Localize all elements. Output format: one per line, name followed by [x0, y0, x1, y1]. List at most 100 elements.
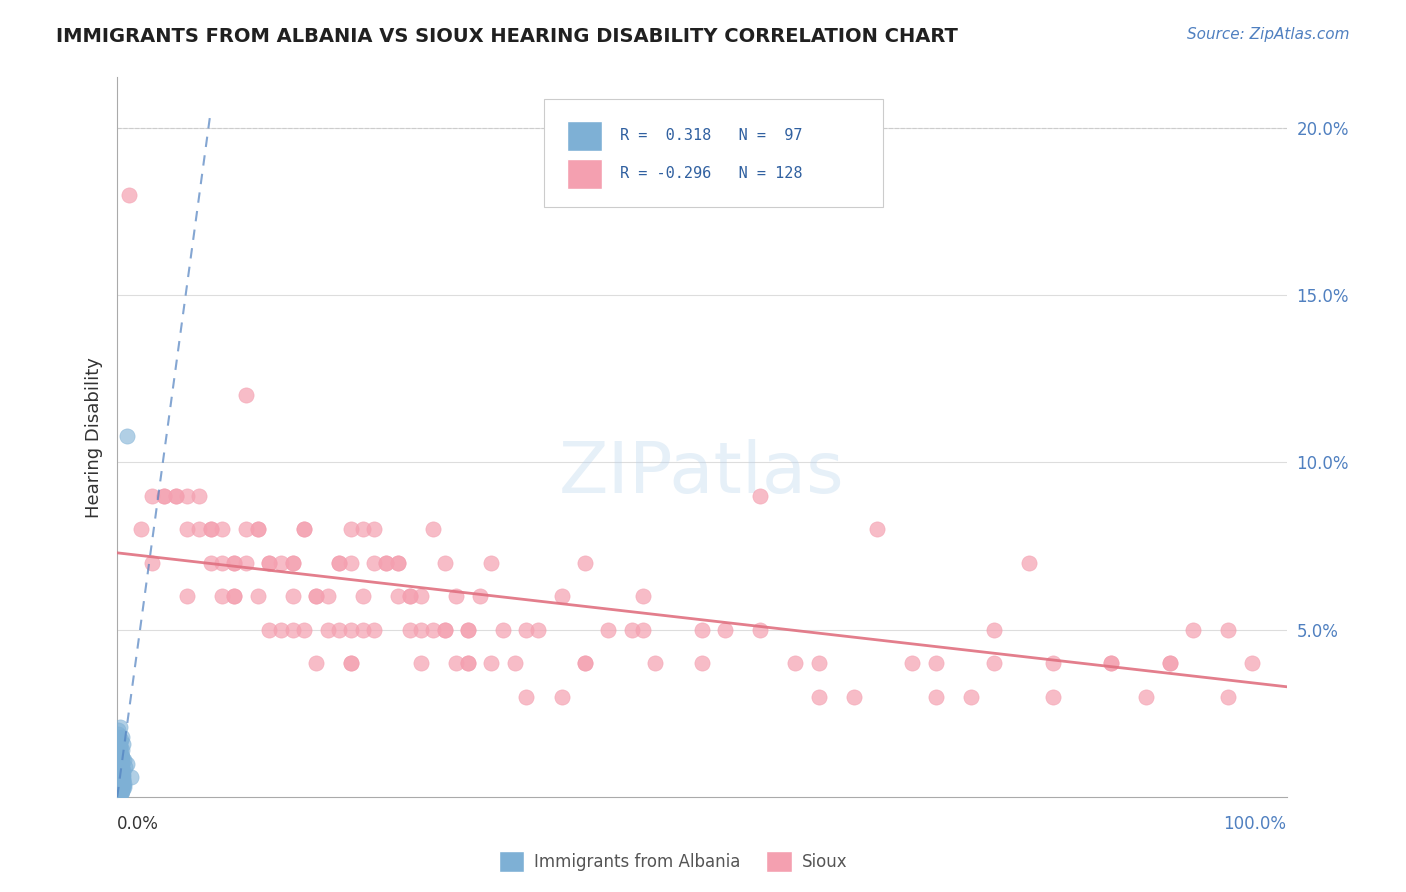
Point	[111, 783, 134, 797]
Point	[281, 590, 304, 604]
Point	[446, 657, 468, 671]
Point	[422, 623, 444, 637]
Point	[292, 522, 315, 536]
Point	[176, 522, 198, 536]
Point	[108, 777, 131, 791]
Point	[1240, 657, 1263, 671]
Point	[481, 556, 503, 570]
Point	[107, 726, 129, 740]
Point	[1159, 657, 1181, 671]
Point	[398, 590, 420, 604]
Point	[224, 590, 246, 604]
Point	[111, 773, 134, 788]
Point	[305, 590, 328, 604]
Point	[200, 522, 222, 536]
Point	[352, 623, 374, 637]
Point	[110, 760, 132, 774]
Point	[270, 556, 292, 570]
Text: Immigrants from Albania: Immigrants from Albania	[534, 853, 741, 871]
Point	[111, 764, 134, 778]
Point	[107, 760, 129, 774]
Point	[305, 590, 328, 604]
Point	[112, 766, 135, 780]
Point	[165, 489, 187, 503]
Point	[108, 780, 131, 794]
Point	[211, 590, 233, 604]
Point	[107, 764, 129, 778]
Point	[1042, 657, 1064, 671]
Point	[108, 750, 131, 764]
Point	[111, 770, 134, 784]
Point	[108, 783, 131, 797]
Point	[224, 590, 246, 604]
Point	[111, 780, 134, 794]
Point	[352, 590, 374, 604]
Point	[110, 783, 132, 797]
Point	[115, 756, 138, 771]
Point	[375, 556, 398, 570]
Text: Sioux: Sioux	[801, 853, 846, 871]
Point	[110, 766, 132, 780]
Point	[305, 657, 328, 671]
Point	[129, 522, 152, 536]
Point	[690, 657, 713, 671]
Point	[1216, 623, 1239, 637]
Point	[107, 770, 129, 784]
Point	[398, 623, 420, 637]
Point	[340, 556, 363, 570]
Point	[120, 770, 142, 784]
Point	[110, 764, 132, 778]
Point	[111, 753, 134, 767]
Point	[111, 750, 134, 764]
Point	[257, 623, 280, 637]
Point	[328, 623, 350, 637]
Point	[574, 657, 596, 671]
Point	[110, 780, 132, 794]
Point	[328, 556, 350, 570]
Point	[316, 623, 339, 637]
Point	[112, 737, 135, 751]
Text: Source: ZipAtlas.com: Source: ZipAtlas.com	[1187, 27, 1350, 42]
Point	[107, 730, 129, 744]
Point	[141, 489, 163, 503]
Point	[515, 690, 537, 704]
Point	[108, 773, 131, 788]
Point	[115, 428, 138, 442]
Point	[807, 657, 830, 671]
Point	[363, 556, 385, 570]
Point	[111, 766, 134, 780]
Point	[108, 743, 131, 757]
Point	[176, 590, 198, 604]
Point	[492, 623, 515, 637]
Point	[107, 753, 129, 767]
Point	[960, 690, 983, 704]
Point	[246, 522, 269, 536]
Point	[107, 756, 129, 771]
Point	[457, 623, 479, 637]
Point	[107, 747, 129, 761]
Point	[387, 590, 409, 604]
Point	[633, 623, 655, 637]
Point	[108, 780, 131, 794]
Point	[110, 770, 132, 784]
Point	[270, 623, 292, 637]
FancyBboxPatch shape	[568, 159, 603, 189]
Point	[107, 773, 129, 788]
Point	[503, 657, 526, 671]
Point	[107, 780, 129, 794]
Point	[110, 777, 132, 791]
Point	[866, 522, 889, 536]
Point	[292, 522, 315, 536]
Point	[108, 770, 131, 784]
Point	[246, 522, 269, 536]
Point	[110, 773, 132, 788]
Point	[107, 747, 129, 761]
Point	[281, 556, 304, 570]
Point	[111, 783, 134, 797]
Point	[1159, 657, 1181, 671]
Point	[527, 623, 550, 637]
Point	[153, 489, 176, 503]
Point	[515, 623, 537, 637]
Point	[153, 489, 176, 503]
Point	[110, 756, 132, 771]
